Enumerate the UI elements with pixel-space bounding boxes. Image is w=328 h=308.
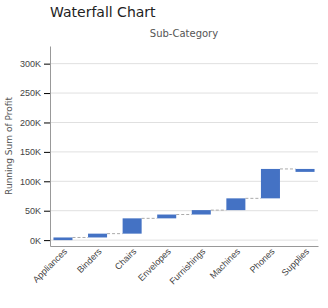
tick-label: 0K [30, 235, 41, 245]
plot: 0K 50K 100K 150K 200K 250K 300K AppliancesBinde… [20, 47, 319, 287]
tick: Envelopes [136, 246, 173, 283]
tick: Chairs [113, 246, 139, 272]
tick-mark [44, 64, 50, 65]
connector [72, 237, 88, 238]
tick-label: Chairs [113, 246, 139, 272]
bar [261, 169, 280, 198]
marks [53, 169, 314, 240]
bar [123, 218, 142, 233]
grid-line [50, 210, 318, 211]
tick: 150K [20, 147, 50, 157]
grid [50, 64, 318, 240]
tick-label: 250K [20, 88, 41, 98]
subtitle: Sub-Category [150, 28, 218, 39]
tick: Machines [208, 246, 243, 281]
bar [296, 169, 315, 172]
connector [245, 198, 261, 199]
connector [142, 218, 158, 219]
grid-line [50, 122, 318, 123]
tick: Appliances [31, 246, 70, 285]
tick-label: 50K [25, 206, 41, 216]
grid-line [50, 63, 318, 64]
axis-line [51, 246, 319, 247]
bar [192, 210, 211, 214]
tick-mark [44, 152, 50, 153]
tick-label: Phones [248, 246, 277, 275]
tick-label: Furnishings [167, 246, 207, 286]
connector [211, 210, 227, 211]
tick-mark [44, 240, 50, 241]
tick-label: 300K [20, 59, 41, 69]
y-axis: 0K 50K 100K 150K 200K 250K 300K [20, 47, 51, 247]
x-axis: AppliancesBinders ChairsEnvelopesFurnishi… [31, 246, 319, 286]
tick-mark [44, 93, 50, 94]
y-axis-title: Running Sum of Profit [4, 97, 14, 195]
tick: 50K [25, 206, 50, 216]
grid-line [50, 93, 318, 94]
bar [157, 215, 176, 219]
tick: 250K [20, 88, 50, 98]
connector [107, 233, 123, 234]
tick: 100K [20, 177, 50, 187]
tick-mark [44, 181, 50, 182]
axis-line [50, 47, 51, 247]
tick-label: Supplies [280, 246, 312, 278]
tick-label: Binders [75, 246, 104, 275]
tick-label: 150K [20, 147, 41, 157]
tick: Supplies [280, 246, 312, 278]
tick: Phones [248, 246, 277, 275]
tick-mark [44, 211, 50, 212]
tick: 300K [20, 59, 50, 69]
connector [176, 214, 192, 215]
connector [280, 168, 296, 169]
title: Waterfall Chart [50, 4, 156, 20]
tick-label: Appliances [31, 246, 70, 285]
tick-label: Machines [208, 246, 243, 281]
bar [53, 237, 72, 240]
tick-label: 200K [20, 118, 41, 128]
tick-mark [44, 122, 50, 123]
bar [88, 234, 107, 238]
bar [226, 198, 245, 210]
tick: 0K [30, 235, 50, 245]
grid-line [50, 240, 318, 241]
chart: Waterfall Chart Sub-Category 0K 50K 100K 150K… [0, 0, 328, 308]
tick: 200K [20, 118, 50, 128]
tick: Furnishings [167, 246, 207, 286]
tick-label: 100K [20, 177, 41, 187]
tick: Binders [75, 246, 104, 275]
tick-label: Envelopes [136, 246, 173, 283]
grid-line [50, 151, 318, 152]
